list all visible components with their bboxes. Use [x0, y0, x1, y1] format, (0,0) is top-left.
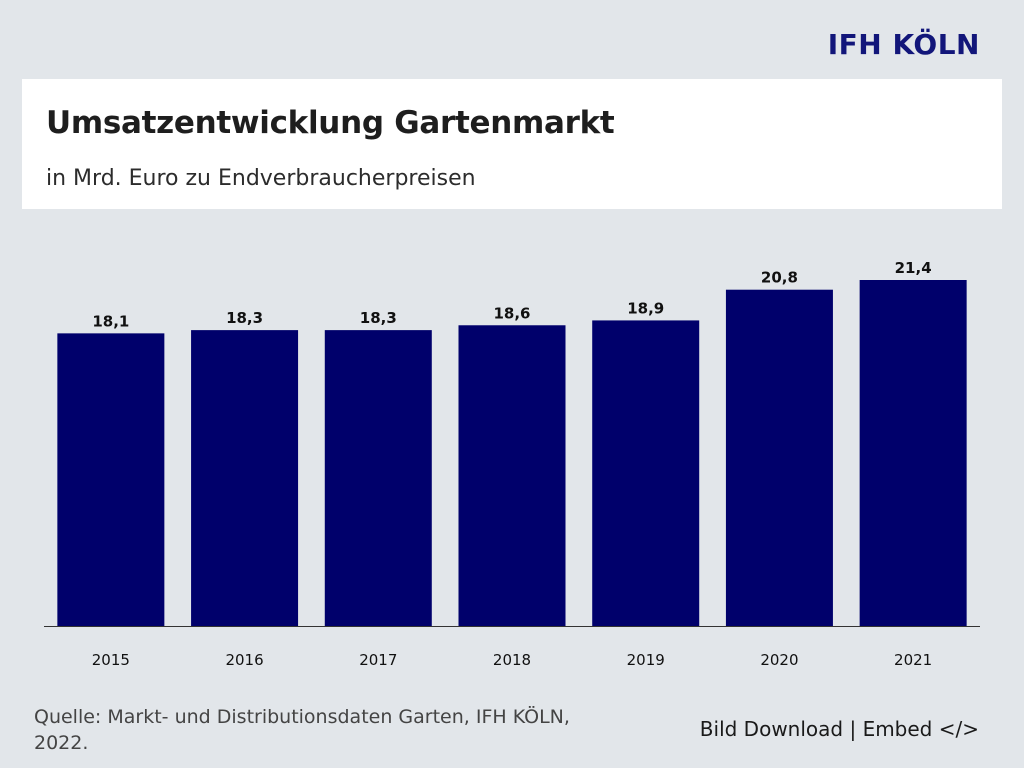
x-tick-2018: 2018 [493, 651, 531, 669]
bar-2021 [859, 280, 967, 626]
x-tick-2020: 2020 [760, 651, 798, 669]
bar-chart: 18,1 2015 18,3 2016 18,3 2017 18,6 2018 18,9 2019… [44, 259, 980, 669]
link-separator: | [843, 717, 863, 741]
x-tick-2017: 2017 [359, 651, 397, 669]
bar-2015 [57, 333, 165, 626]
source-note: Quelle: Markt- und Distributionsdaten Ga… [34, 706, 570, 754]
x-tick-2016: 2016 [225, 651, 263, 669]
bar-2017 [324, 330, 432, 626]
value-label-2015: 18,1 [92, 312, 129, 330]
x-tick-2019: 2019 [627, 651, 665, 669]
x-tick-2021: 2021 [894, 651, 932, 669]
ifh-koeln-logo: IFH KÖLN [827, 28, 980, 61]
value-label-2018: 18,6 [493, 304, 530, 322]
chart-title: Umsatzentwicklung Gartenmarkt [46, 105, 615, 141]
chart-subtitle: in Mrd. Euro zu Endverbraucherpreisen [46, 166, 476, 191]
footer-links: Bild Download | Embed </> [700, 717, 979, 741]
value-label-2016: 18,3 [226, 309, 263, 327]
image-download-link[interactable]: Bild Download [699, 717, 844, 741]
title-panel: Umsatzentwicklung Gartenmarkt in Mrd. Eu… [22, 79, 1002, 209]
x-tick-2015: 2015 [92, 651, 130, 669]
value-label-2020: 20,8 [761, 269, 798, 287]
bar-2018 [458, 325, 566, 626]
bar-2020 [725, 289, 833, 626]
value-label-2019: 18,9 [627, 299, 664, 317]
value-label-2021: 21,4 [895, 259, 932, 277]
bar-2016 [191, 330, 299, 626]
bar-2019 [592, 320, 700, 626]
value-label-2017: 18,3 [360, 309, 397, 327]
embed-link[interactable]: Embed </> [862, 717, 979, 741]
